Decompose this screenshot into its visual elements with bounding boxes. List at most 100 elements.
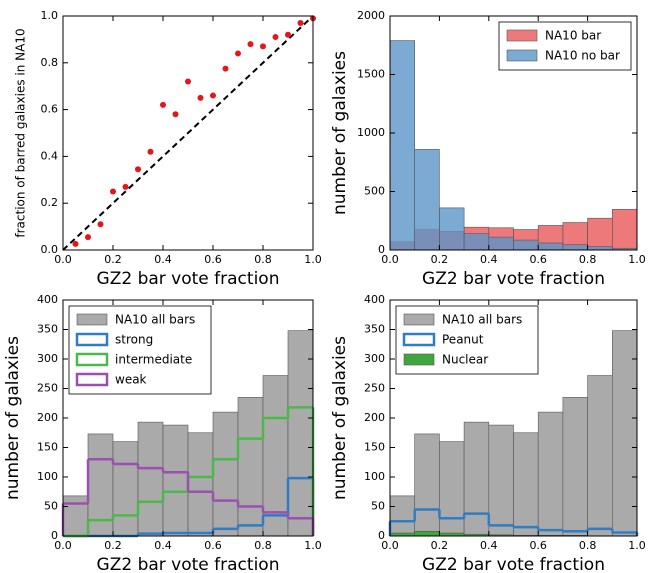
point bbox=[110, 188, 116, 195]
x-tick-label: 0.2 bbox=[431, 253, 449, 266]
point bbox=[197, 94, 204, 101]
reference-line bbox=[62, 15, 314, 251]
point bbox=[147, 148, 154, 155]
x-tick-label: 0.2 bbox=[431, 539, 449, 552]
legend-swatch bbox=[506, 49, 538, 62]
legend-label: NA10 bar bbox=[545, 29, 601, 43]
x-tick-label: 0.4 bbox=[154, 253, 172, 266]
y-tick-label: 200 bbox=[364, 411, 385, 424]
point bbox=[97, 221, 104, 228]
y-tick-label: 2000 bbox=[357, 9, 385, 22]
y-tick-label: 0.0 bbox=[41, 243, 59, 256]
bar bbox=[162, 424, 189, 537]
y-tick-label: 0.8 bbox=[41, 56, 59, 69]
y-tick-label: 350 bbox=[37, 323, 58, 336]
legend: NA10 all bars Peanut Nuclear bbox=[395, 305, 539, 375]
plot-frame bbox=[62, 15, 314, 251]
y-tick-label: 250 bbox=[364, 382, 385, 395]
legend-swatch bbox=[76, 313, 108, 326]
y-tick-label: 0.4 bbox=[41, 149, 59, 162]
bar bbox=[537, 411, 564, 537]
x-axis-label: GZ2 bar vote fraction bbox=[97, 269, 280, 289]
legend-swatch bbox=[402, 332, 436, 347]
bar bbox=[414, 149, 440, 251]
bar bbox=[439, 207, 465, 251]
y-axis-label: fraction of barred galaxies in NA10 bbox=[14, 28, 28, 237]
bar bbox=[463, 421, 490, 537]
subplot: 0.0 0.2 0.4 0.6 0.8 1.0 0 500 1000 1500 2000 GZ2 ba… bbox=[330, 9, 646, 289]
subplot: 0.0 0.2 0.4 0.6 0.8 1.0 0 50 100 150 200 250 300 350 4… bbox=[330, 293, 646, 573]
subplot: 0.0 0.2 0.4 0.6 0.8 1.0 0.0 0.2 0.4 0.6 0.8 1.0 GZ2 … bbox=[14, 9, 322, 289]
y-tick-label: 1000 bbox=[357, 126, 385, 139]
x-tick-label: 1.0 bbox=[304, 539, 322, 552]
y-tick-label: 250 bbox=[37, 382, 58, 395]
bar bbox=[562, 244, 588, 251]
point bbox=[160, 101, 166, 108]
x-tick-label: 1.0 bbox=[628, 539, 646, 552]
x-tick-label: 0.2 bbox=[104, 253, 122, 266]
x-tick-label: 0.8 bbox=[579, 253, 597, 266]
bar bbox=[112, 441, 139, 537]
y-tick-label: 200 bbox=[37, 411, 58, 424]
y-tick-label: 1500 bbox=[357, 68, 385, 81]
legend-label: NA10 all bars bbox=[115, 313, 195, 327]
legend-label: NA10 all bars bbox=[442, 313, 522, 327]
x-tick-label: 0.8 bbox=[579, 539, 597, 552]
y-tick-label: 400 bbox=[364, 293, 385, 306]
point bbox=[135, 166, 141, 173]
x-tick-label: 0.6 bbox=[529, 539, 547, 552]
point bbox=[185, 78, 191, 85]
bar bbox=[287, 330, 314, 537]
y-tick-label: 50 bbox=[44, 500, 58, 513]
bar bbox=[439, 441, 465, 537]
bar bbox=[463, 233, 490, 251]
point bbox=[285, 31, 291, 38]
legend-label: Peanut bbox=[442, 333, 484, 347]
x-tick-label: 0.4 bbox=[480, 539, 498, 552]
bar bbox=[488, 236, 514, 251]
x-tick-label: 0.0 bbox=[381, 539, 399, 552]
y-tick-label: 150 bbox=[364, 441, 385, 454]
y-axis-label: number of galaxies bbox=[3, 336, 23, 500]
legend-swatch bbox=[75, 332, 109, 347]
legend-swatch bbox=[403, 313, 435, 326]
legend: NA10 bar NA10 no bar bbox=[498, 21, 632, 71]
y-tick-label: 0 bbox=[378, 243, 385, 256]
legend-swatch bbox=[506, 29, 538, 42]
legend-label: Nuclear bbox=[442, 353, 488, 367]
subplot: 0.0 0.2 0.4 0.6 0.8 1.0 0 50 100 150 200 250 300 350 4… bbox=[3, 293, 322, 573]
bar bbox=[611, 208, 638, 251]
bar bbox=[587, 217, 613, 251]
x-tick-label: 0.0 bbox=[54, 539, 72, 552]
y-tick-label: 300 bbox=[364, 352, 385, 365]
bar bbox=[237, 397, 264, 537]
x-tick-label: 0.4 bbox=[480, 253, 498, 266]
point bbox=[72, 240, 79, 247]
legend-label: weak bbox=[115, 373, 147, 387]
y-tick-label: 500 bbox=[364, 185, 385, 198]
y-tick-label: 150 bbox=[37, 441, 58, 454]
x-axis-label: GZ2 bar vote fraction bbox=[97, 555, 280, 573]
x-tick-label: 0.6 bbox=[204, 253, 222, 266]
y-tick-label: 0 bbox=[51, 529, 58, 542]
y-tick-label: 0.6 bbox=[41, 103, 59, 116]
y-tick-label: 400 bbox=[37, 293, 58, 306]
point bbox=[222, 65, 229, 72]
bar bbox=[537, 242, 564, 251]
x-tick-label: 1.0 bbox=[628, 253, 646, 266]
bar bbox=[587, 246, 613, 251]
bar bbox=[137, 421, 164, 537]
y-axis-label: number of galaxies bbox=[330, 51, 350, 215]
y-tick-label: 1.0 bbox=[41, 9, 59, 22]
x-tick-label: 0.4 bbox=[154, 539, 172, 552]
bar bbox=[513, 432, 539, 537]
bar bbox=[389, 495, 416, 537]
y-axis-label: number of galaxies bbox=[330, 336, 350, 500]
bar bbox=[513, 239, 539, 251]
bar bbox=[562, 397, 588, 537]
bar bbox=[414, 530, 440, 537]
legend-label: intermediate bbox=[115, 353, 192, 367]
y-tick-label: 300 bbox=[37, 352, 58, 365]
y-tick-label: 100 bbox=[37, 470, 58, 483]
x-tick-label: 0.0 bbox=[381, 253, 399, 266]
